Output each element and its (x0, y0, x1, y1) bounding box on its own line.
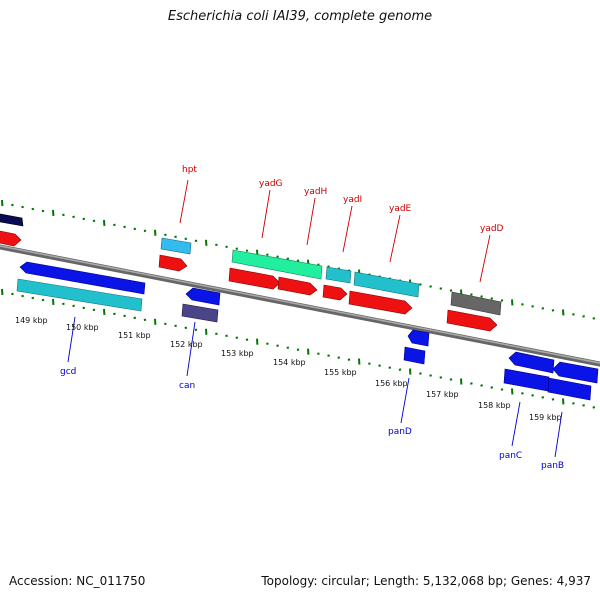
genome-summary: Topology: circular; Length: 5,132,068 bp… (261, 574, 591, 588)
gene-feature-red[interactable] (0, 230, 22, 247)
scale-label: 152 kbp (170, 340, 203, 349)
reverse-gene-labels: gcd can panD panC panB (60, 367, 564, 471)
gene-feature-red[interactable] (228, 267, 281, 290)
forward-strand-genes (0, 213, 502, 332)
gene-feature-cyan[interactable] (16, 278, 143, 312)
scale-label: 154 kbp (273, 358, 306, 367)
gene-label-yadI[interactable]: yadI (343, 195, 362, 205)
gene-feature-blue[interactable] (508, 351, 555, 374)
scale-label: 149 kbp (15, 316, 48, 325)
reverse-strand-genes (16, 261, 599, 401)
gene-label-gcd[interactable]: gcd (60, 367, 76, 377)
gene-feature-blue[interactable] (19, 261, 146, 295)
gene-label-connectors (67, 179, 563, 458)
scale-label: 150 kbp (66, 323, 99, 332)
gene-feature-blue[interactable] (407, 329, 430, 347)
gene-feature-slate[interactable] (181, 303, 219, 323)
scale-label: 157 kbp (426, 390, 459, 399)
gene-feature-navy[interactable] (0, 213, 24, 227)
gene-feature-cyan[interactable] (325, 266, 352, 284)
gene-feature-blue[interactable] (403, 346, 426, 365)
gene-label-panC[interactable]: panC (499, 451, 522, 461)
gene-feature-blue[interactable] (185, 287, 221, 306)
gene-label-yadD[interactable]: yadD (480, 224, 504, 234)
gene-feature-red[interactable] (348, 290, 413, 315)
map-title: Escherichia coli IAI39, complete genome (167, 9, 433, 24)
scale-label: 156 kbp (375, 379, 408, 388)
gene-feature-blue[interactable] (547, 377, 592, 401)
scale-label: 159 kbp (529, 413, 562, 422)
gene-feature-cyan[interactable] (353, 271, 420, 298)
reverse-tick-track (1, 288, 596, 409)
forward-gene-labels: hpt yadG yadH yadI yadE yadD (182, 165, 504, 234)
gene-feature-green-cyan[interactable] (231, 249, 323, 280)
gene-feature-gray[interactable] (450, 291, 502, 316)
gene-label-hpt[interactable]: hpt (182, 165, 197, 175)
gene-label-panD[interactable]: panD (388, 427, 412, 437)
accession-label: Accession: NC_011750 (9, 574, 146, 588)
gene-feature-blue[interactable] (503, 368, 550, 392)
gene-label-yadG[interactable]: yadG (259, 179, 283, 189)
scale-label: 158 kbp (478, 401, 511, 410)
scale-label: 151 kbp (118, 331, 151, 340)
gene-label-panB[interactable]: panB (541, 461, 564, 471)
gene-feature-red[interactable] (158, 254, 188, 272)
scale-label: 155 kbp (324, 368, 357, 377)
forward-tick-track (1, 199, 596, 320)
genome-backbone (0, 244, 600, 367)
gene-label-yadH[interactable]: yadH (304, 187, 327, 197)
gene-label-yadE[interactable]: yadE (389, 204, 412, 214)
gene-feature-light-blue[interactable] (160, 237, 192, 255)
gene-feature-red[interactable] (446, 309, 498, 332)
scale-label: 153 kbp (221, 349, 254, 358)
scale-labels: 149 kbp 150 kbp 151 kbp 152 kbp 153 kbp … (15, 316, 562, 422)
gene-feature-red[interactable] (277, 276, 318, 296)
gene-feature-red[interactable] (322, 284, 348, 301)
gene-label-can[interactable]: can (179, 381, 195, 391)
gene-feature-blue[interactable] (552, 361, 599, 384)
